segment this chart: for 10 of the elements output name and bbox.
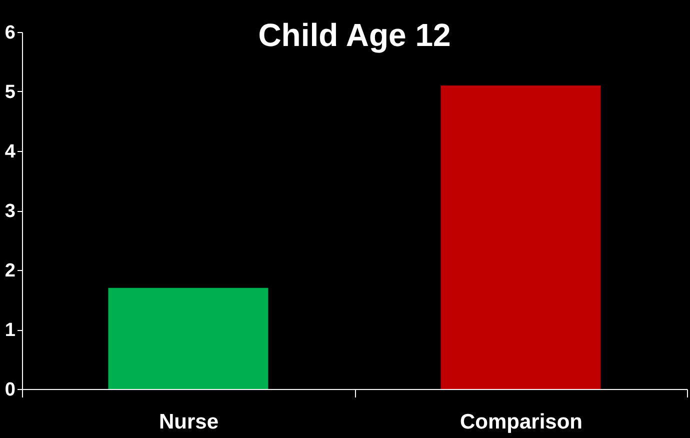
y-tick-label: 2 <box>4 260 16 282</box>
y-tick-label: 4 <box>4 142 16 162</box>
y-tick-label: 3 <box>4 201 16 222</box>
y-tick-label: 5 <box>4 82 16 103</box>
y-tick-label: 1 <box>4 320 16 341</box>
x-tick-label: Nurse <box>158 410 219 434</box>
chart-title: Child Age 12 <box>258 17 451 53</box>
x-tick-label: Comparison <box>460 410 583 434</box>
y-tick-label: 6 <box>4 22 16 44</box>
y-tick-label: 0 <box>4 380 16 400</box>
